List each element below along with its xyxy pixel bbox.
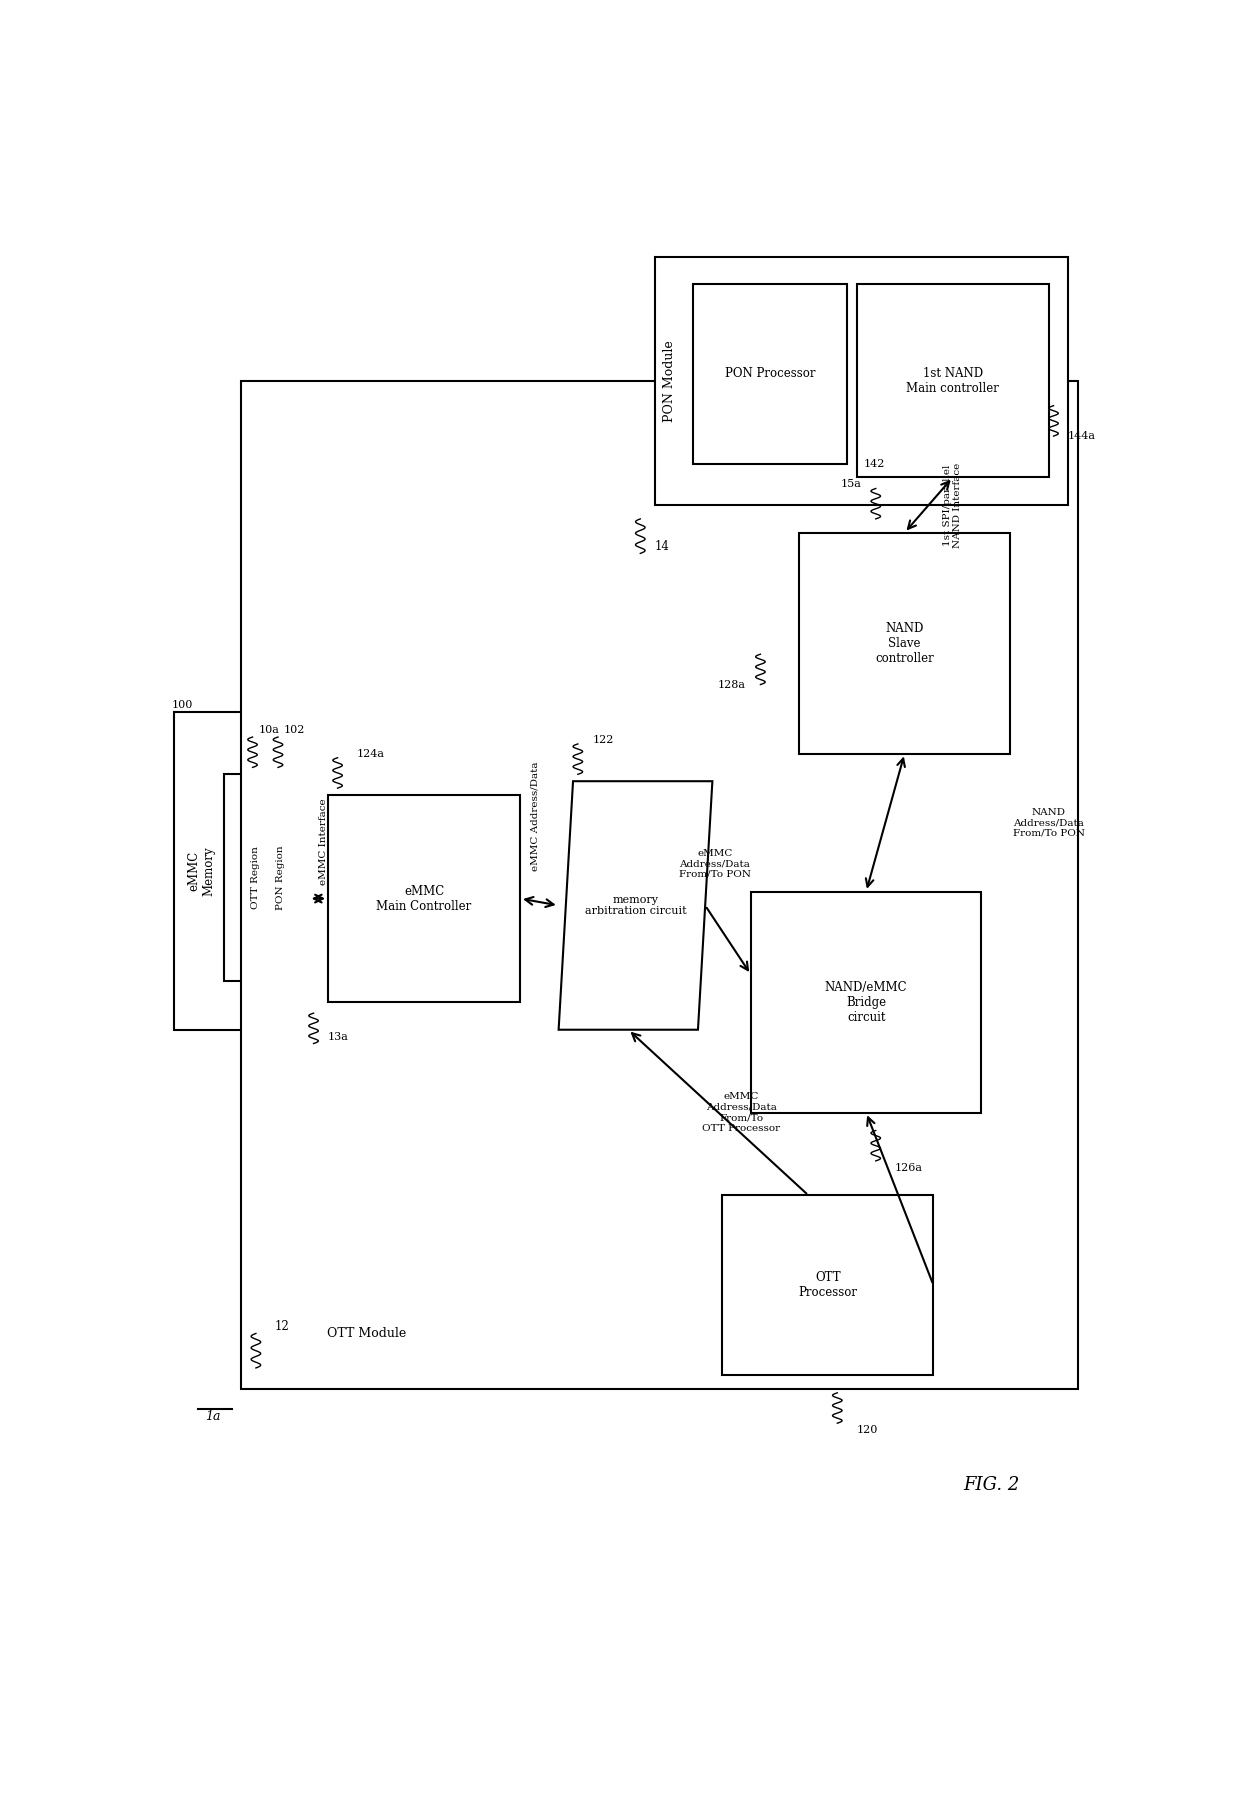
Text: 12: 12 xyxy=(275,1320,290,1332)
Text: OTT Region: OTT Region xyxy=(250,846,260,909)
Text: 13a: 13a xyxy=(327,1031,348,1042)
Text: 15a: 15a xyxy=(841,479,862,489)
Text: 100: 100 xyxy=(171,701,192,710)
Text: 1st SPI/parallel
NAND Interface: 1st SPI/parallel NAND Interface xyxy=(942,463,962,547)
Bar xyxy=(174,712,309,1029)
Bar xyxy=(327,794,521,1002)
Text: PON Region: PON Region xyxy=(277,846,285,911)
Text: 1st NAND
Main controller: 1st NAND Main controller xyxy=(906,368,999,394)
Bar xyxy=(722,1196,934,1375)
Text: memory
arbitration circuit: memory arbitration circuit xyxy=(585,895,686,916)
Bar xyxy=(857,285,1049,477)
Bar xyxy=(242,380,1078,1388)
Text: PON Module: PON Module xyxy=(662,341,676,421)
Text: eMMC
Main Controller: eMMC Main Controller xyxy=(377,884,471,913)
Bar xyxy=(799,533,1011,753)
Bar xyxy=(224,775,286,981)
Text: eMMC
Address/Data
From/To PON: eMMC Address/Data From/To PON xyxy=(678,850,750,879)
Text: 126a: 126a xyxy=(895,1164,923,1173)
Text: 120: 120 xyxy=(857,1425,878,1434)
Bar xyxy=(263,775,299,981)
Text: PON Processor: PON Processor xyxy=(725,368,815,380)
Text: 122: 122 xyxy=(593,735,614,744)
Text: eMMC Address/Data: eMMC Address/Data xyxy=(529,762,539,871)
Text: FIG. 2: FIG. 2 xyxy=(963,1476,1019,1494)
Text: 102: 102 xyxy=(284,724,305,735)
Text: 124a: 124a xyxy=(357,749,384,758)
Text: 1a: 1a xyxy=(205,1409,221,1424)
Text: 128a: 128a xyxy=(718,680,746,690)
Bar xyxy=(750,891,982,1112)
Text: OTT Module: OTT Module xyxy=(327,1327,405,1339)
Text: eMMC Interface: eMMC Interface xyxy=(319,798,327,884)
Text: OTT
Processor: OTT Processor xyxy=(799,1271,857,1300)
Text: NAND
Address/Data
From/To PON: NAND Address/Data From/To PON xyxy=(1013,807,1085,837)
Text: 142: 142 xyxy=(864,459,885,468)
Text: eMMC
Memory: eMMC Memory xyxy=(187,846,215,896)
Text: NAND/eMMC
Bridge
circuit: NAND/eMMC Bridge circuit xyxy=(825,981,908,1024)
Text: eMMC
Address/Data
From/To
OTT Processor: eMMC Address/Data From/To OTT Processor xyxy=(702,1092,780,1133)
Text: 144a: 144a xyxy=(1068,430,1096,441)
Text: 14: 14 xyxy=(655,540,670,552)
Text: 10a: 10a xyxy=(258,724,279,735)
Text: NAND
Slave
controller: NAND Slave controller xyxy=(875,622,934,665)
Bar xyxy=(693,285,847,464)
Bar xyxy=(655,256,1068,506)
